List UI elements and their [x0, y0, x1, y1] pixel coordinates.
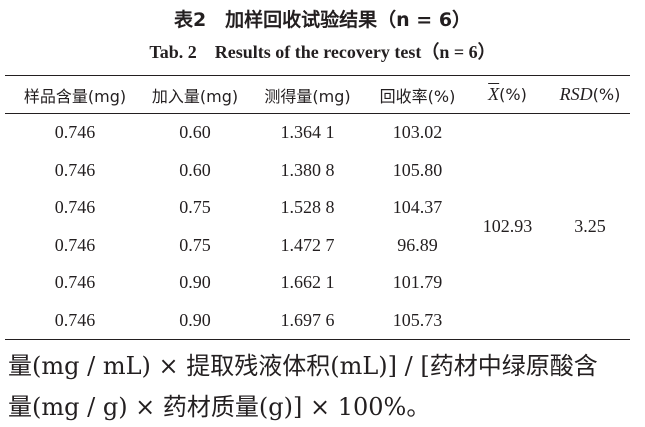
cell: 1.380 8 — [280, 159, 335, 180]
header-symbol: X — [488, 84, 500, 104]
column-header: 样品含量(mg) — [5, 75, 145, 114]
table-body: 0.746 0.60 1.364 1 103.02 102.93 3.25 0.746 0.6… — [5, 113, 630, 340]
cell: 103.02 — [392, 122, 443, 143]
cell: 0.746 — [5, 301, 145, 340]
table-row: 0.746 0.75 1.472 7 96.89 — [5, 227, 630, 265]
cell: 0.75 — [179, 234, 211, 255]
table-row: 0.746 0.60 1.364 1 103.02 102.93 3.25 — [5, 113, 630, 340]
table: 样品含量(mg) 加入量(mg) 测得量(mg) 回收率(%) X(%) RSD(%) 0… — [5, 75, 630, 340]
table-row: 0.746 0.60 1.380 8 105.80 — [5, 152, 630, 190]
cell: 0.60 — [179, 122, 211, 143]
column-header: X(%) — [465, 75, 550, 114]
header-unit: (%) — [499, 85, 527, 104]
header-row: 样品含量(mg) 加入量(mg) 测得量(mg) 回收率(%) X(%) RSD(%) — [5, 75, 630, 114]
cell: 0.746 — [54, 159, 96, 180]
cell: 0.90 — [179, 272, 211, 293]
mean-cell: 102.93 — [465, 113, 550, 340]
column-header: 测得量(mg) — [245, 75, 370, 114]
column-header: 加入量(mg) — [145, 75, 245, 114]
cell: 0.746 — [54, 272, 96, 293]
cell: 0.75 — [179, 197, 211, 218]
table-subtitle: Tab. 2 Results of the recovery test（n = … — [149, 42, 496, 62]
body-text-line: 量(mg / g) × 药材质量(g)] × 100%。 — [8, 393, 431, 421]
cell: 0.746 — [54, 197, 96, 218]
header-unit: (%) — [592, 85, 621, 104]
column-header: 回收率(%) — [370, 75, 465, 114]
table-title: 表2 加样回收试验结果（n = 6） — [173, 9, 472, 31]
rsd-cell: 3.25 — [550, 113, 630, 340]
cell: 0.746 — [54, 122, 96, 143]
cell: 0.90 — [145, 301, 245, 340]
cell: 0.746 — [54, 234, 96, 255]
cell: 104.37 — [392, 197, 443, 218]
body-text-line: 量(mg / mL) × 提取残液体积(mL)] / [药材中绿原酸含 — [8, 352, 598, 380]
column-header: RSD(%) — [550, 75, 630, 114]
table-row: 0.746 0.75 1.528 8 104.37 — [5, 189, 630, 227]
table-row: 0.746 0.90 1.697 6 105.73 — [5, 301, 630, 340]
header-symbol: RSD — [559, 84, 593, 104]
cell: 96.89 — [397, 234, 438, 255]
cell: 1.364 1 — [280, 122, 335, 143]
cell: 1.697 6 — [245, 301, 370, 340]
cell: 1.528 8 — [280, 197, 335, 218]
cell: 101.79 — [392, 272, 443, 293]
cell: 105.73 — [370, 301, 465, 340]
cell: 105.80 — [392, 159, 443, 180]
table-row: 0.746 0.90 1.662 1 101.79 — [5, 264, 630, 302]
cell: 0.60 — [179, 159, 211, 180]
cell: 1.662 1 — [280, 272, 335, 293]
cell: 1.472 7 — [280, 234, 335, 255]
